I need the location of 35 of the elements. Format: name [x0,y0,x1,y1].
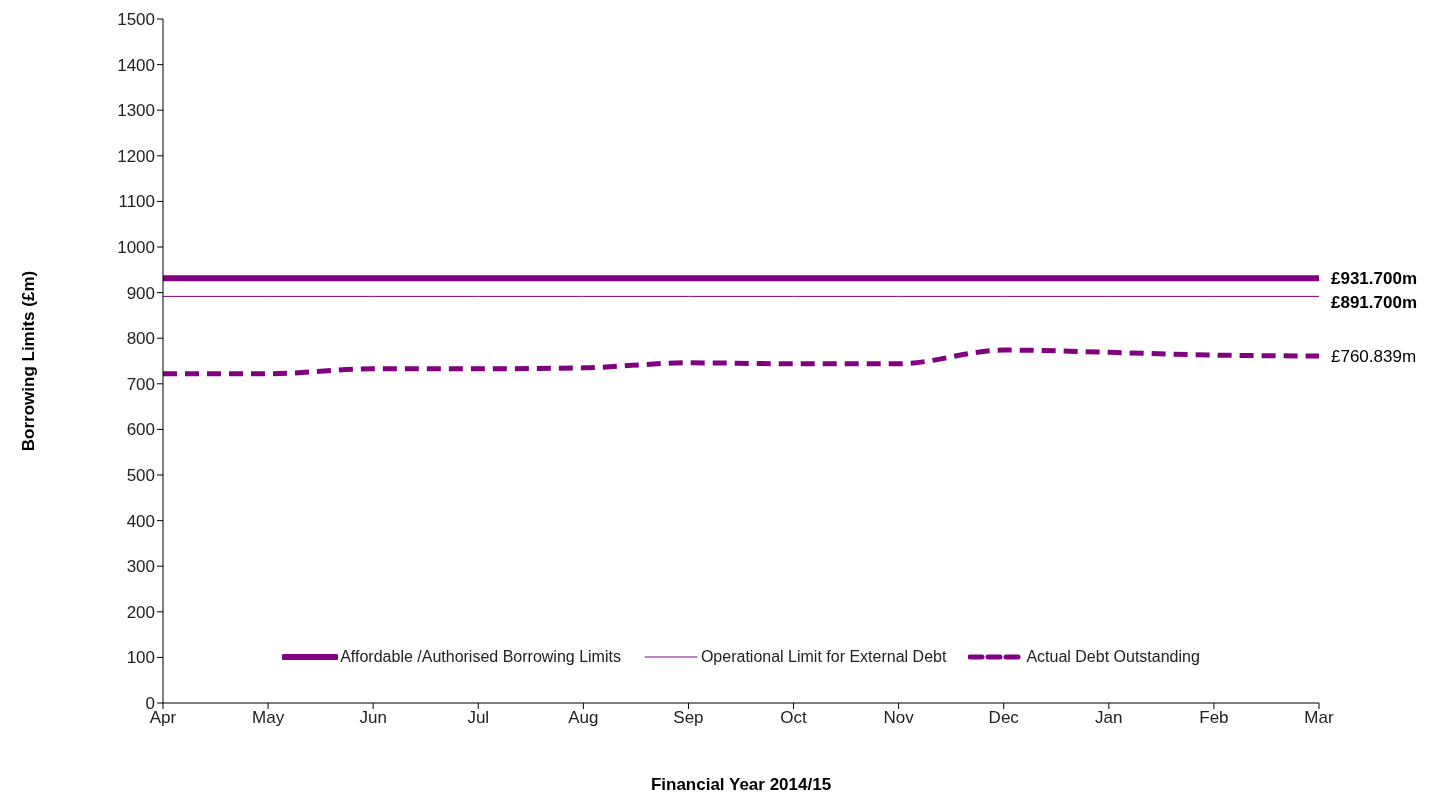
y-tick-label: 1100 [118,192,155,212]
data-label: £760.839m [1331,346,1417,366]
y-axis-title: Borrowing Limits (£m) [19,270,39,452]
x-tick-label: May [252,708,285,728]
legend-label: Actual Debt Outstanding [1026,648,1200,666]
y-tick-label: 500 [126,466,155,486]
y-tick-label: 300 [126,557,155,577]
data-label: £931.700m [1331,268,1418,288]
y-tick-label: 1400 [117,55,155,75]
y-tick-label: 100 [126,648,155,668]
y-tick-label: 1200 [117,146,155,166]
y-tick-label: 1500 [117,10,155,30]
x-tick-label: Sep [673,708,704,728]
x-tick-label: Mar [1304,708,1334,728]
x-tick-label: Jul [467,708,490,728]
legend-label: Affordable /Authorised Borrowing Limits [340,648,621,666]
x-tick-label: Aug [568,708,599,728]
data-label: £891.700m [1331,292,1418,312]
legend-label: Operational Limit for External Debt [700,648,947,666]
x-tick-label: Oct [780,708,808,728]
x-axis-title: Financial Year 2014/15 [650,775,832,794]
y-tick-label: 1300 [117,101,155,121]
y-tick-label: 400 [126,511,155,531]
y-tick-label: 600 [126,420,155,440]
y-tick-label: 1000 [117,238,155,258]
y-tick-label: 700 [126,374,155,394]
x-tick-label: Dec [988,708,1020,728]
y-tick-label: 800 [126,329,155,349]
x-tick-label: Nov [883,708,915,728]
x-tick-label: Feb [1199,708,1229,728]
y-tick-label: 200 [126,602,155,622]
x-tick-label: Jan [1095,708,1123,728]
x-tick-label: Jun [359,708,387,728]
x-tick-label: Apr [149,708,177,728]
y-tick-label: 900 [126,283,155,303]
